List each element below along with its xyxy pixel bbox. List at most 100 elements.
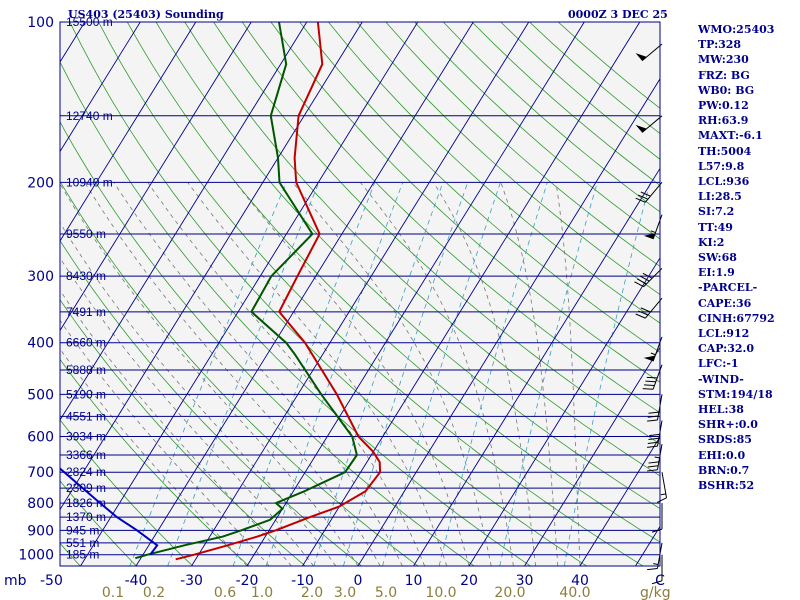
dry-adiabat xyxy=(60,239,362,566)
wind-barb xyxy=(643,336,663,362)
index-line: LCL:936 xyxy=(698,175,750,189)
mixing-ratio-line xyxy=(382,182,501,566)
moist-adiabat xyxy=(147,182,425,566)
index-line: TP:328 xyxy=(698,38,742,52)
mixing-ratio-axis-labels: 0.1 0.2 0.6 1.0 2.0 3.0 5.0 10.0 20.0 40.0 g/kg xyxy=(102,585,671,600)
temperature-axis-unit: C xyxy=(655,573,665,589)
moist-adiabat xyxy=(433,182,536,566)
moist-adiabat xyxy=(555,182,581,566)
isotherm xyxy=(579,436,660,566)
mixing-ratio-tick-label: 0.1 xyxy=(102,585,124,600)
height-label: 1370 m xyxy=(66,510,106,524)
dry-adiabat xyxy=(155,22,660,510)
indices-panel: WMO:25403 TP:328 MW:230 FRZ: BG WB0: BG PW:0.… xyxy=(660,22,800,493)
dry-adiabat xyxy=(184,22,660,477)
dry-adiabat xyxy=(69,22,587,566)
pressure-axis-title: mb xyxy=(4,573,27,589)
temperature-profile xyxy=(175,22,382,561)
mixing-ratio-tick-label: 2.0 xyxy=(301,585,323,600)
mixing-ratio-tick-label: 40.0 xyxy=(559,585,590,600)
index-line: KI:2 xyxy=(698,235,725,249)
profiles xyxy=(60,22,382,561)
index-line: BSHR:52 xyxy=(698,479,755,493)
wind-barbs xyxy=(634,43,668,585)
moist-adiabat xyxy=(60,319,270,566)
dry-adiabat xyxy=(60,419,193,566)
index-line: HEL:38 xyxy=(698,403,744,417)
dry-adiabat xyxy=(299,22,660,353)
isotherm xyxy=(468,257,660,566)
isotherms xyxy=(0,22,660,566)
index-line: MW:230 xyxy=(698,53,749,67)
index-line: SRDS:85 xyxy=(698,433,752,447)
temperature-tick-label: -40 xyxy=(125,573,148,589)
mixing-ratio-tick-label: 5.0 xyxy=(375,585,397,600)
height-label: 5888 m xyxy=(66,363,106,377)
index-line: TH:5004 xyxy=(698,144,752,158)
temperature-tick-label: 30 xyxy=(516,573,534,589)
pressure-tick-label: 500 xyxy=(27,387,54,403)
moist-adiabat xyxy=(500,182,559,566)
index-line: WB0: BG xyxy=(698,83,755,97)
mixing-ratio-line xyxy=(167,182,320,566)
temperature-tick-label: 0 xyxy=(354,573,363,589)
mixing-ratio-line xyxy=(265,182,404,566)
index-line: TT:49 xyxy=(698,220,733,234)
mixing-ratio-tick-label: 10.0 xyxy=(425,585,456,600)
index-line: SW:68 xyxy=(698,251,737,265)
dry-adiabat xyxy=(270,22,660,383)
index-line: EI:1.9 xyxy=(698,266,735,280)
index-line: L57:9.8 xyxy=(698,159,745,173)
pressure-tick-label: 200 xyxy=(27,175,54,191)
height-label: 8430 m xyxy=(66,269,106,283)
dry-adiabat xyxy=(385,22,660,267)
temperature-tick-label: 40 xyxy=(571,573,589,589)
mixing-ratio-tick-label: 1.0 xyxy=(251,585,273,600)
index-line: SHR+:0.0 xyxy=(698,418,758,432)
pressure-tick-label: 400 xyxy=(27,336,54,352)
temperature-tick-label: 20 xyxy=(460,573,478,589)
isotherm xyxy=(413,167,660,566)
height-label: 185 m xyxy=(66,548,99,562)
pressure-axis-labels: 100 200 300 400 500 600 700 800 900 1000 mb xyxy=(4,15,54,589)
isotherm xyxy=(524,346,660,566)
isotherm xyxy=(246,22,585,566)
index-line: BRN:0.7 xyxy=(698,463,750,477)
dry-adiabat xyxy=(60,358,250,566)
temperature-tick-label: -50 xyxy=(40,573,63,589)
moist-adiabat xyxy=(60,289,292,566)
isotherm xyxy=(357,78,660,566)
height-label: 2309 m xyxy=(66,481,106,495)
index-line: -PARCEL- xyxy=(698,281,758,295)
dry-adiabat xyxy=(328,22,660,324)
dry-adiabat xyxy=(213,22,660,445)
isotherm xyxy=(191,22,530,566)
moist-adiabat xyxy=(235,182,470,566)
dry-adiabat xyxy=(356,22,660,296)
pressure-tick-label: 700 xyxy=(27,465,54,481)
height-label: 5190 m xyxy=(66,387,106,401)
index-line: CAPE:36 xyxy=(698,296,752,310)
temperature-tick-label: 10 xyxy=(405,573,423,589)
dewpoint-profile xyxy=(135,22,358,560)
wind-barb xyxy=(651,554,663,585)
index-line: LCL:912 xyxy=(698,327,750,341)
mixing-ratio-tick-label: 0.6 xyxy=(214,585,236,600)
isotherm xyxy=(60,22,252,332)
mixing-ratio-line xyxy=(313,182,444,566)
index-line: WMO:25403 xyxy=(698,23,775,36)
height-label: 3934 m xyxy=(66,430,106,444)
mixing-ratio-unit: g/kg xyxy=(640,585,671,600)
index-line: FRZ: BG xyxy=(698,68,750,82)
temperature-tick-label: -30 xyxy=(180,573,203,589)
moist-adiabats xyxy=(60,182,581,566)
wind-barb xyxy=(635,297,663,319)
height-label: 3366 m xyxy=(66,448,106,462)
isotherm xyxy=(0,22,29,566)
mixing-ratio-tick-label: 20.0 xyxy=(494,585,525,600)
temperature-tick-label: -10 xyxy=(291,573,314,589)
dry-adiabat xyxy=(60,180,419,566)
index-line: RH:63.9 xyxy=(698,114,749,128)
wind-barb xyxy=(643,214,663,240)
mixing-ratio-line xyxy=(129,182,287,566)
